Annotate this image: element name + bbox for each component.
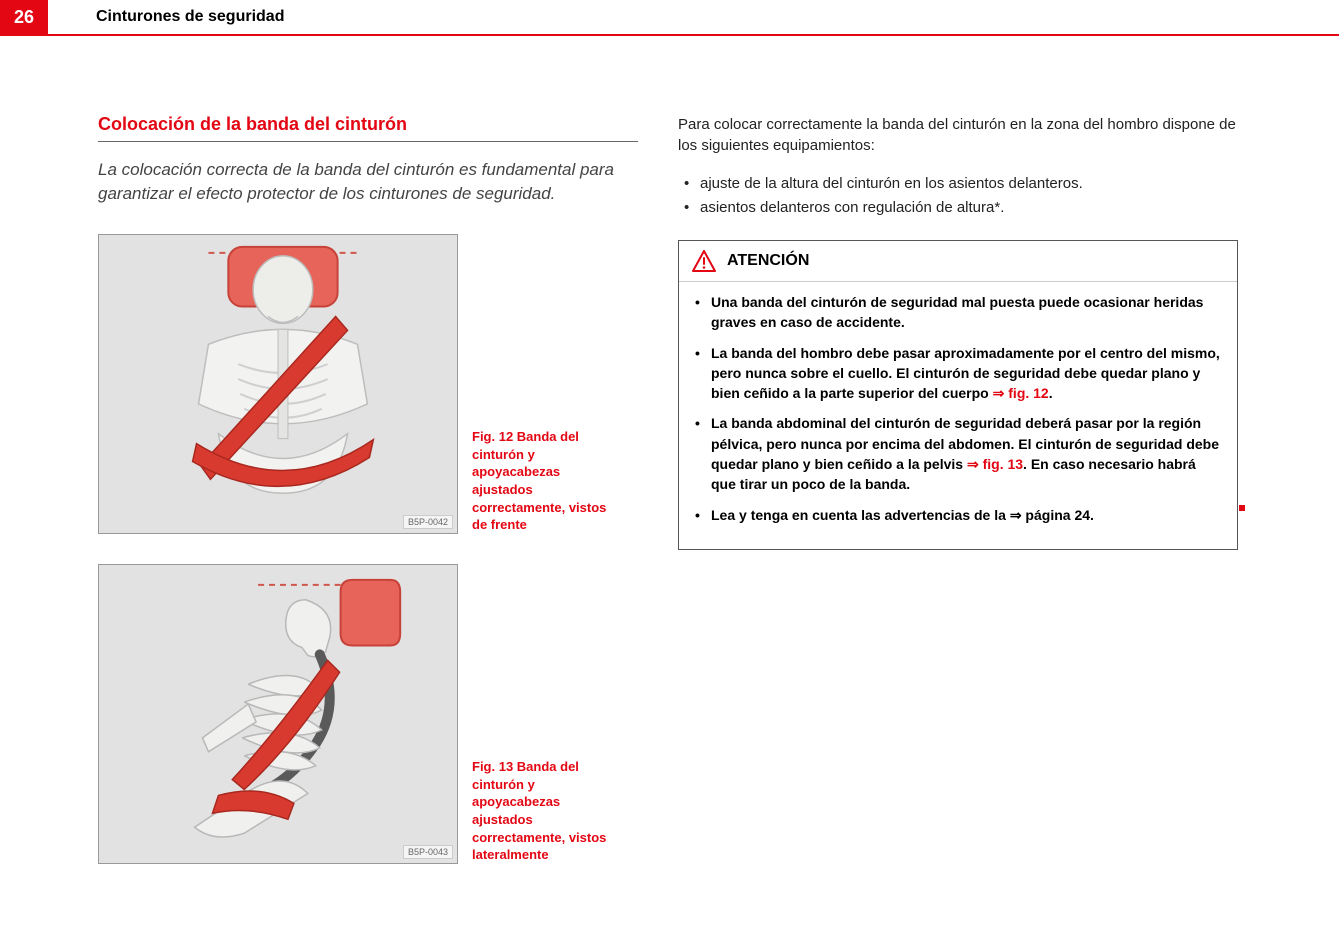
- header-title: Cinturones de seguridad: [96, 8, 284, 26]
- warning-item: La banda abdominal del cinturón de segur…: [693, 413, 1223, 494]
- figure-12-svg: [99, 235, 457, 533]
- figure-13-image: B5P-0043: [98, 564, 458, 864]
- page-number: 26: [0, 0, 48, 35]
- figure-13-caption: Fig. 13 Banda del cinturón y apoyacabeza…: [458, 758, 618, 863]
- warning-suffix: .: [1049, 385, 1053, 401]
- warning-triangle-icon: [691, 249, 717, 273]
- section-heading: Colocación de la banda del cinturón: [98, 114, 638, 142]
- end-marker-icon: [1239, 505, 1245, 511]
- warning-title: ATENCIÓN: [727, 252, 809, 270]
- figure-12-block: B5P-0042 Fig. 12 Banda del cinturón y ap…: [98, 234, 638, 534]
- list-item: asientos delanteros con regulación de al…: [678, 196, 1238, 220]
- list-item: ajuste de la altura del cinturón en los …: [678, 172, 1238, 196]
- figure-13-code: B5P-0043: [403, 845, 453, 859]
- warning-text: Una banda del cinturón de seguridad mal …: [711, 294, 1203, 330]
- page-ref: ⇒ página 24: [1010, 507, 1090, 523]
- warning-text: La banda del hombro debe pasar aproximad…: [711, 345, 1220, 402]
- equipment-list: ajuste de la altura del cinturón en los …: [678, 172, 1238, 220]
- warning-item: Lea y tenga en cuenta las advertencias d…: [693, 505, 1223, 525]
- figure-12-code: B5P-0042: [403, 515, 453, 529]
- warning-body: Una banda del cinturón de seguridad mal …: [679, 282, 1237, 549]
- fig-ref: ⇒ fig. 13: [967, 456, 1023, 472]
- warning-item: La banda del hombro debe pasar aproximad…: [693, 343, 1223, 404]
- header-bar: 26 Cinturones de seguridad: [0, 0, 1339, 36]
- warning-item: Una banda del cinturón de seguridad mal …: [693, 292, 1223, 333]
- figure-13-block: B5P-0043 Fig. 13 Banda del cinturón y ap…: [98, 564, 638, 864]
- content-area: Colocación de la banda del cinturón La c…: [0, 36, 1339, 894]
- fig-ref: ⇒ fig. 12: [993, 385, 1049, 401]
- intro-text: La colocación correcta de la banda del c…: [98, 158, 638, 206]
- right-intro-text: Para colocar correctamente la banda del …: [678, 114, 1238, 156]
- warning-header: ATENCIÓN: [679, 241, 1237, 282]
- warning-box: ATENCIÓN Una banda del cinturón de segur…: [678, 240, 1238, 550]
- warning-text: Lea y tenga en cuenta las advertencias d…: [711, 507, 1010, 523]
- figure-12-caption: Fig. 12 Banda del cinturón y apoyacabeza…: [458, 428, 618, 533]
- figure-12-image: B5P-0042: [98, 234, 458, 534]
- left-column: Colocación de la banda del cinturón La c…: [98, 114, 638, 894]
- figure-13-svg: [99, 565, 457, 863]
- right-column: Para colocar correctamente la banda del …: [678, 114, 1238, 894]
- warning-suffix: .: [1090, 507, 1094, 523]
